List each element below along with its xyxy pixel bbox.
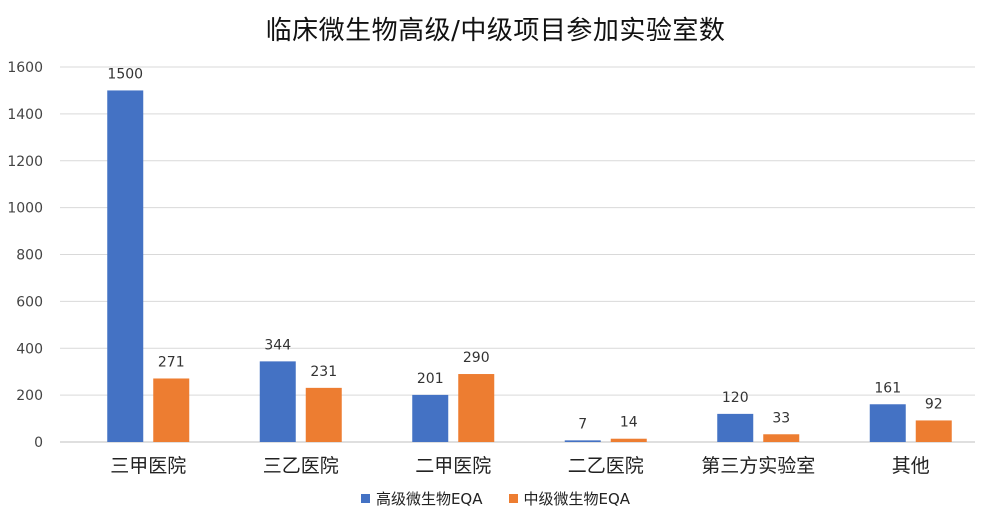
legend-item-series-1: 中级微生物EQA xyxy=(508,488,631,509)
data-label-series-0: 201 xyxy=(417,371,444,387)
chart-title: 临床微生物高级/中级项目参加实验室数 xyxy=(265,16,726,46)
bar-series-1 xyxy=(610,438,647,442)
legend-label-series-1: 中级微生物EQA xyxy=(523,490,631,508)
bar-series-0 xyxy=(259,361,296,442)
bar-series-1 xyxy=(458,374,495,442)
x-tick-label: 三甲医院 xyxy=(110,455,186,477)
bar-series-1 xyxy=(763,434,800,442)
data-label-series-1: 231 xyxy=(310,364,337,380)
x-tick-label: 第三方实验室 xyxy=(701,455,815,477)
y-tick-label: 600 xyxy=(16,294,43,310)
x-tick-label: 其他 xyxy=(892,455,930,477)
data-label-series-1: 92 xyxy=(925,396,943,412)
y-tick-label: 1000 xyxy=(7,201,43,217)
y-tick-label: 400 xyxy=(16,341,43,357)
legend-label-series-0: 高级微生物EQA xyxy=(375,490,483,508)
bar-series-0 xyxy=(412,394,449,442)
data-label-series-0: 161 xyxy=(874,380,901,396)
data-label-series-1: 14 xyxy=(620,415,638,431)
chart-legend: 高级微生物EQA 中级微生物EQA xyxy=(0,488,991,509)
y-tick-label: 800 xyxy=(16,248,43,264)
y-tick-label: 0 xyxy=(34,435,43,451)
bar-series-0 xyxy=(717,413,754,442)
bar-series-0 xyxy=(564,440,601,442)
data-label-series-0: 1500 xyxy=(107,66,143,82)
data-label-series-0: 344 xyxy=(264,337,291,353)
legend-item-series-0: 高级微生物EQA xyxy=(360,488,483,509)
data-label-series-0: 120 xyxy=(722,390,749,406)
x-tick-label: 二乙医院 xyxy=(568,455,644,477)
y-tick-label: 1600 xyxy=(7,60,43,76)
x-tick-label: 二甲医院 xyxy=(415,455,491,477)
y-tick-label: 200 xyxy=(16,388,43,404)
data-label-series-1: 33 xyxy=(772,410,790,426)
x-tick-label: 三乙医院 xyxy=(263,455,339,477)
legend-swatch-series-1 xyxy=(508,494,518,503)
legend-swatch-series-0 xyxy=(360,494,370,503)
y-tick-label: 1200 xyxy=(7,154,43,170)
bar-series-1 xyxy=(915,420,952,442)
data-label-series-1: 271 xyxy=(158,354,185,370)
data-label-series-1: 290 xyxy=(463,350,490,366)
bar-series-0 xyxy=(869,404,906,442)
bar-series-0 xyxy=(107,90,144,442)
data-label-series-0: 7 xyxy=(578,416,587,432)
y-tick-label: 1400 xyxy=(7,107,43,123)
bar-series-1 xyxy=(305,387,342,442)
bar-series-1 xyxy=(153,378,190,442)
